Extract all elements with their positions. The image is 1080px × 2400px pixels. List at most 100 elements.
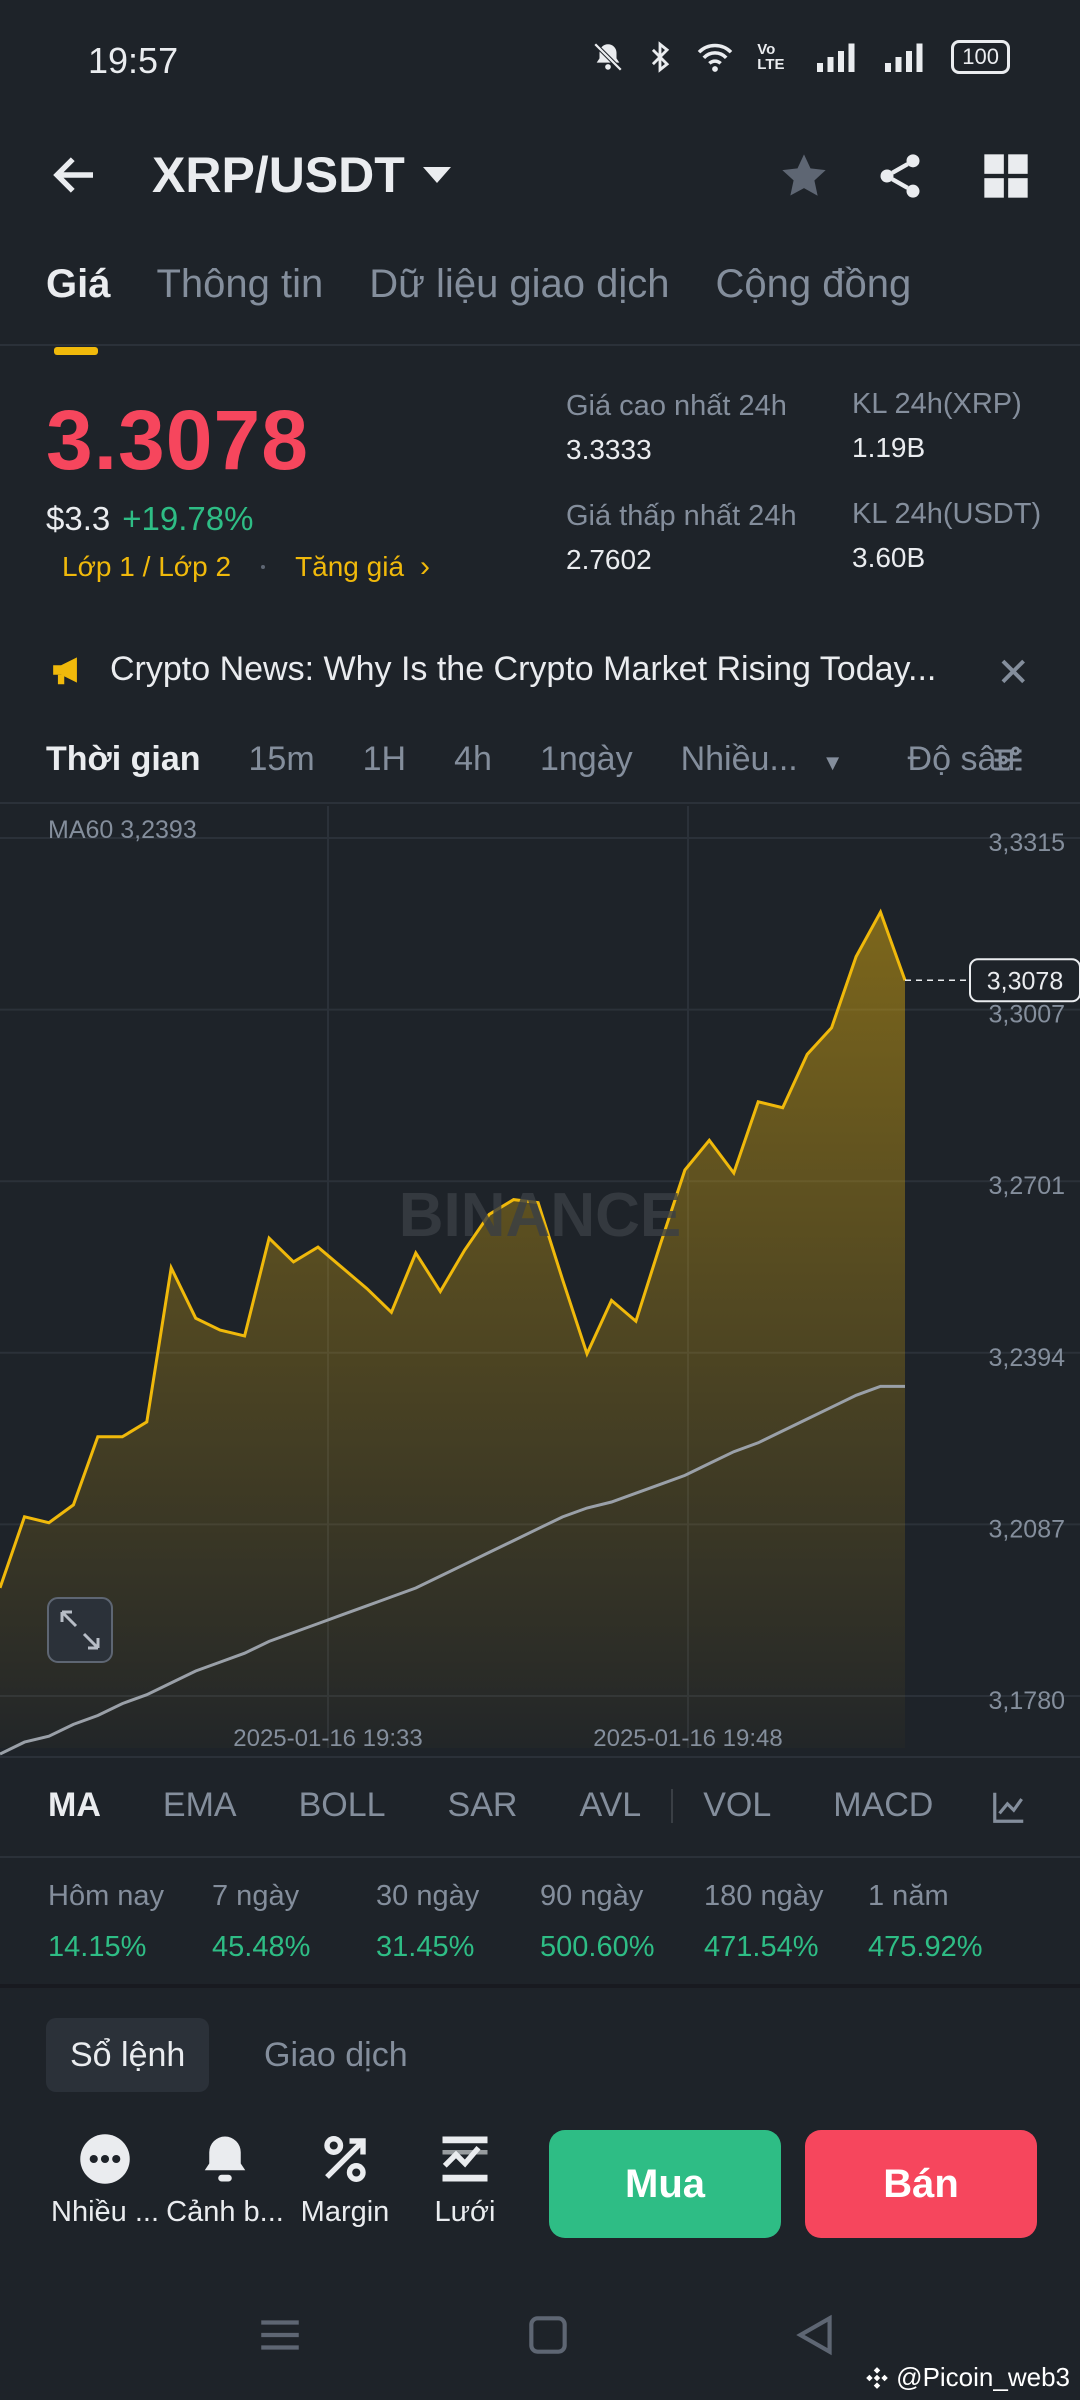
grid-layout-icon[interactable] (980, 150, 1032, 202)
perf-value: 45.48% (212, 1931, 311, 1963)
pair-title: XRP/USDT (152, 147, 405, 203)
indicator-vol[interactable]: VOL (703, 1786, 772, 1824)
tab-trades[interactable]: Giao dịch (264, 2035, 408, 2074)
perf-label: Hôm nay (48, 1880, 165, 1912)
timeframe-1d[interactable]: 1ngày (539, 740, 633, 778)
chevron-right-icon: › (420, 550, 431, 583)
vol-xrp-label: KL 24h(XRP) (852, 388, 1022, 420)
buy-button[interactable]: Mua (549, 2130, 781, 2238)
current-price-marker: 3,3078 (905, 958, 1080, 1003)
low-label: Giá thấp nhất 24h (566, 500, 797, 532)
percent-icon (324, 2136, 366, 2182)
status-time: 19:57 (88, 40, 179, 81)
price-chart[interactable]: MA60 3,2393 BINANCE 3,3315 3,3007 3,2701 3,… (0, 806, 1080, 1758)
perf-label: 90 ngày (540, 1880, 644, 1912)
tool-label: Nhiều ... (51, 2196, 159, 2228)
indicator-boll[interactable]: BOLL (298, 1786, 386, 1824)
perf-180d: 180 ngày 471.54% (704, 1880, 868, 1964)
sell-button[interactable]: Bán (805, 2130, 1037, 2238)
y-tick-label: 3,2087 (989, 1515, 1065, 1543)
indicator-avl[interactable]: AVL (579, 1786, 642, 1824)
vol-xrp-value: 1.19B (852, 432, 926, 463)
chevron-down-icon (422, 167, 451, 183)
chart-top-divider (0, 802, 1080, 804)
menu-nav-icon[interactable] (255, 2310, 305, 2360)
low-value: 2.7602 (566, 544, 652, 575)
home-nav-icon[interactable] (523, 2310, 573, 2360)
timeframe-more[interactable]: Nhiều... ▼ (681, 740, 844, 779)
pair-selector[interactable]: XRP/USDT (152, 146, 451, 204)
timeframe-time[interactable]: Thời gian (46, 740, 201, 778)
timeframe-1h[interactable]: 1H (362, 740, 407, 778)
price-change: +19.78% (122, 500, 254, 537)
perf-label: 180 ngày (704, 1880, 824, 1912)
usd-price-row: $3.3 +19.78% (46, 500, 253, 538)
tool-grid[interactable]: Lưới (406, 2132, 524, 2229)
back-arrow-icon[interactable] (48, 148, 102, 202)
binance-watermark: BINANCE (399, 1181, 681, 1250)
timeframe-more-label: Nhiều... (680, 740, 798, 778)
bluetooth-icon (652, 41, 670, 73)
perf-label: 1 năm (868, 1880, 949, 1912)
perf-value: 500.60% (540, 1931, 655, 1963)
indicator-macd[interactable]: MACD (833, 1786, 934, 1824)
y-tick-label: 3,2701 (989, 1172, 1065, 1200)
tool-alert[interactable]: Cảnh b... (166, 2132, 284, 2229)
high-label: Giá cao nhất 24h (566, 390, 787, 422)
indicator-settings-icon[interactable] (990, 1788, 1028, 1826)
perf-30d: 30 ngày 31.45% (376, 1880, 540, 1964)
tag-layer[interactable]: Lớp 1 / Lớp 2 (62, 551, 232, 582)
tool-more[interactable]: Nhiều ... (46, 2132, 164, 2229)
usd-price: $3.3 (46, 500, 111, 537)
more-icon (80, 2134, 130, 2184)
perf-today: Hôm nay 14.15% (48, 1880, 212, 1964)
caret-down-icon: ▼ (821, 750, 844, 775)
category-tags: Lớp 1 / Lớp 2 Tăng giá › (62, 550, 430, 584)
price-area-fill (0, 912, 905, 1748)
tag-separator (261, 565, 266, 569)
fullscreen-icon[interactable] (47, 1597, 113, 1663)
chart-settings-icon[interactable] (990, 742, 1026, 778)
news-banner[interactable]: Crypto News: Why Is the Crypto Market Ri… (50, 650, 1040, 689)
tag-gainers[interactable]: Tăng giá (295, 551, 405, 582)
timeframe-bar: Thời gian 15m 1H 4h 1ngày Nhiều... ▼ Độ s… (46, 740, 1015, 779)
timeframe-15m[interactable]: 15m (248, 740, 315, 778)
status-icons: Vo LTE 100 (591, 40, 1010, 74)
grid-bot-icon (442, 2136, 488, 2182)
megaphone-icon (53, 656, 77, 684)
indicator-ma[interactable]: MA (48, 1786, 101, 1824)
volte-label: Vo LTE (757, 41, 785, 73)
timeframe-4h[interactable]: 4h (454, 740, 492, 778)
perf-1y: 1 năm 475.92% (868, 1880, 1032, 1964)
share-icon[interactable] (874, 150, 926, 202)
perf-value: 475.92% (868, 1931, 983, 1963)
star-icon[interactable] (778, 150, 830, 202)
high-value: 3.3333 (566, 434, 652, 465)
tool-margin[interactable]: Margin (286, 2132, 404, 2229)
last-price: 3.3078 (46, 393, 309, 487)
perf-value: 14.15% (48, 1931, 147, 1963)
section-divider (0, 1984, 1080, 1988)
binance-logo-icon (866, 2366, 889, 2389)
close-icon[interactable]: ✕ (996, 651, 1030, 695)
tool-label: Cảnh b... (166, 2196, 284, 2228)
performance-row: Hôm nay 14.15% 7 ngày 45.48% 30 ngày 31.45%… (48, 1880, 1032, 1964)
tab-community[interactable]: Cộng đồng (715, 262, 912, 306)
perf-label: 7 ngày (212, 1880, 300, 1912)
tab-order-book[interactable]: Sổ lệnh (46, 2018, 210, 2092)
tab-trading-data[interactable]: Dữ liệu giao dịch (369, 262, 670, 306)
mute-notifications-icon (594, 42, 623, 72)
vol-usdt-value: 3.60B (852, 542, 926, 573)
chart-bottom-divider (0, 1756, 1080, 1758)
back-nav-icon[interactable] (790, 2310, 840, 2360)
indicator-sar[interactable]: SAR (447, 1786, 518, 1824)
y-tick-label: 3,2394 (989, 1344, 1066, 1372)
perf-value: 471.54% (704, 1931, 819, 1963)
tab-info[interactable]: Thông tin (156, 262, 324, 306)
signal-icon-2 (885, 43, 923, 72)
indicator-ema[interactable]: EMA (162, 1786, 237, 1824)
y-tick-label: 3,1780 (989, 1687, 1065, 1715)
tab-price[interactable]: Giá (46, 262, 111, 355)
signal-icon (817, 43, 855, 72)
ma60-line (0, 1384, 905, 1756)
